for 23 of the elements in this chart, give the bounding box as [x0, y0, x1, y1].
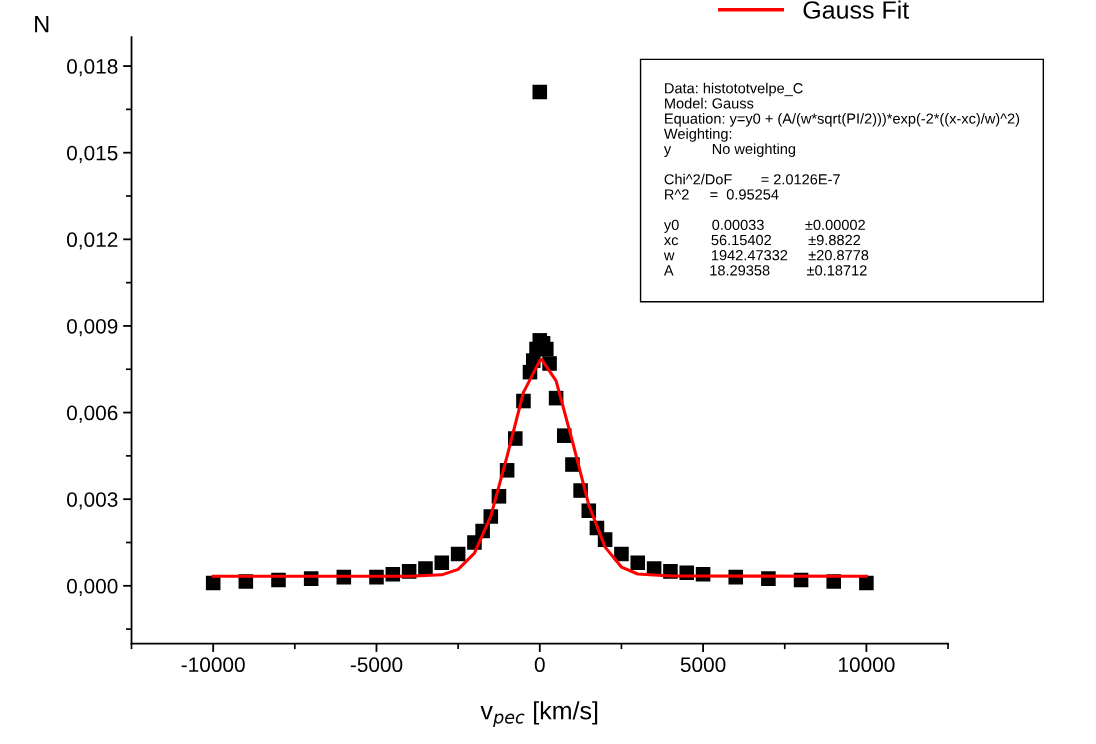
y-tick-label: 0,015 [67, 145, 118, 163]
x-tick-label: 0 [534, 657, 545, 673]
y-tick-label: 0,018 [67, 59, 118, 77]
point [434, 555, 450, 570]
point [539, 341, 554, 357]
text: Data: histototvelpe_C Model: Gauss Equation: y=y0 + (A/(w*sqrt(PI/2)))*exp(-2*((x-xc)/w)^2) Weighting: y No weighting Chi^2/DoF = 2.0126E-7 R^2 = 0.95254 y0 0.00033 ±0.00002 xc 56.15402 ±9.8822 w 1942.47332 ±20.8778 A 18.29358 ±0.18712 [663, 82, 1020, 276]
x-tick-label: 10000 [839, 657, 895, 673]
x-tick-label: -5000 [350, 657, 403, 673]
legend-label: Gauss Fit [803, 0, 910, 19]
y-tick-label: 0,006 [67, 405, 118, 423]
x-axis-title: v$_{pec}$ [km/s] [480, 701, 598, 728]
point [532, 84, 548, 100]
point [859, 575, 874, 591]
point [614, 546, 629, 562]
x-tick-label: -10000 [181, 657, 245, 673]
x-tick-label: 5000 [680, 657, 726, 673]
point [630, 555, 646, 570]
y-axis-title: N [35, 16, 49, 33]
y-tick-label: 0,012 [67, 232, 118, 250]
y-tick-label: 0,000 [67, 578, 118, 597]
point [450, 546, 466, 562]
y-tick-label: 0,003 [67, 492, 118, 510]
y-tick-label: 0,009 [67, 318, 118, 337]
